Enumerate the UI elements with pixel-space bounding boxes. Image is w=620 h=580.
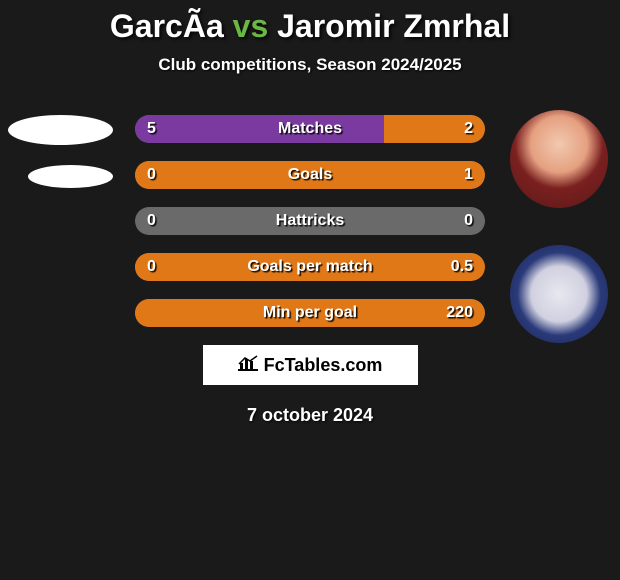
stat-right-value: 0 (464, 212, 473, 230)
subtitle: Club competitions, Season 2024/2025 (0, 55, 620, 75)
player-right-name: Jaromir Zmrhal (277, 8, 510, 44)
logo-text: FcTables.com (264, 355, 383, 376)
player-left-name: GarcÃ­a (110, 8, 224, 44)
stat-right-value: 0.5 (451, 258, 473, 276)
stat-row: 0 Goals per match 0.5 (135, 253, 485, 281)
fctables-logo: FcTables.com (203, 345, 418, 385)
stat-row: Min per goal 220 (135, 299, 485, 327)
stat-left-value: 5 (147, 120, 156, 138)
player-left-avatar (8, 115, 113, 145)
stat-left-value: 0 (147, 166, 156, 184)
stat-metric-label: Matches (278, 120, 342, 138)
player-right-avatar (510, 110, 608, 208)
stat-metric-label: Goals per match (247, 258, 372, 276)
comparison-bars: 5 Matches 2 0 Goals 1 0 Hattricks 0 0 Goals per ma… (135, 115, 485, 327)
chart-icon (238, 355, 264, 376)
comparison-area: 5 Matches 2 0 Goals 1 0 Hattricks 0 0 Goals per ma… (0, 115, 620, 327)
player-right-club-badge (510, 245, 608, 343)
page-title: GarcÃ­a vs Jaromir Zmrhal (0, 0, 620, 45)
date-text: 7 october 2024 (0, 405, 620, 426)
stat-right-value: 2 (464, 120, 473, 138)
stat-right-value: 1 (464, 166, 473, 184)
stat-metric-label: Min per goal (263, 304, 357, 322)
stat-metric-label: Hattricks (276, 212, 344, 230)
vs-word: vs (233, 8, 269, 44)
stat-right-value: 220 (446, 304, 473, 322)
stat-row: 0 Goals 1 (135, 161, 485, 189)
stat-left-value: 0 (147, 212, 156, 230)
stat-row: 5 Matches 2 (135, 115, 485, 143)
stat-row: 0 Hattricks 0 (135, 207, 485, 235)
stat-left-value: 0 (147, 258, 156, 276)
player-left-club-badge (28, 165, 113, 188)
stat-metric-label: Goals (288, 166, 332, 184)
